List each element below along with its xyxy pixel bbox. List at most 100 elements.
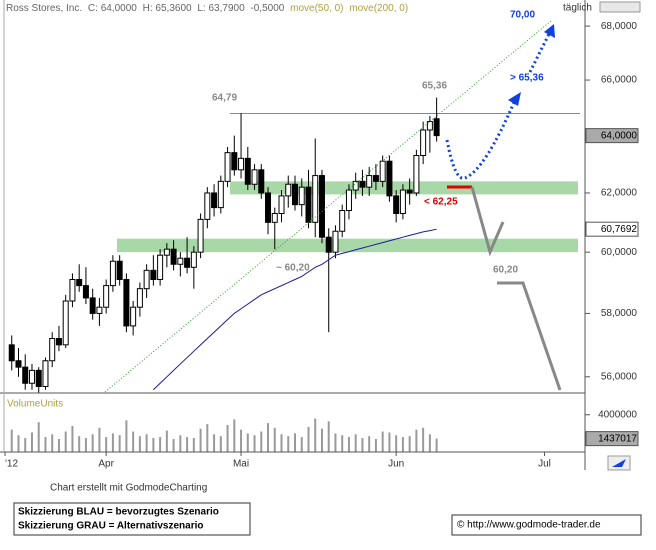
y-tick-label: 56,0000 (601, 371, 638, 382)
candle-body (82, 285, 89, 299)
candle-body (170, 248, 177, 265)
header-value: C: 64,0000 (88, 3, 137, 14)
candle-body (379, 160, 386, 182)
scroll-box (599, 1, 641, 13)
header-value: -0,5000 (250, 3, 284, 14)
candle-body (211, 192, 218, 209)
candle-body (76, 278, 83, 287)
period: täglich (563, 3, 592, 14)
volume-tick-label: 4000000 (598, 409, 637, 420)
candle-body (372, 175, 379, 182)
chart-header: Ross Stores, Inc. C: 64,0000 H: 65,3600 … (6, 3, 408, 14)
x-tick-label: Apr (98, 459, 114, 470)
value-box-label: 60,7692 (601, 224, 638, 235)
x-tick-label: Mai (233, 459, 249, 470)
y-tick-label: 68,0000 (601, 21, 638, 32)
y-tick-label: 60,0000 (601, 247, 638, 258)
scenario-gray (497, 281, 562, 391)
candle-body (359, 180, 366, 188)
candle-body (69, 278, 76, 302)
candle-body (325, 236, 332, 253)
candle-body (332, 230, 339, 253)
legend-box (13, 502, 251, 536)
candle-body (399, 189, 406, 214)
candle-body (265, 192, 272, 223)
candle-body (393, 195, 400, 214)
volume-label: VolumeUnits (7, 399, 63, 410)
candle-body (109, 260, 116, 287)
legend-text: Skizzierung BLAU = bevorzugtes Szenario (18, 507, 219, 518)
candle-body (224, 152, 231, 182)
candle-body (157, 254, 164, 280)
candle-body (292, 183, 298, 206)
candle-body (413, 154, 420, 194)
candle-body (312, 175, 319, 223)
arrow-head (508, 92, 521, 106)
y-tick-label: 62,0000 (601, 188, 638, 199)
candle-body (278, 195, 285, 214)
scenario-gray (470, 186, 505, 257)
candle-body (386, 160, 393, 197)
toolbar-icon-glyph (612, 459, 626, 467)
candle-body (28, 369, 35, 384)
candle-body (298, 186, 305, 206)
candle-body (345, 189, 352, 212)
candle-body (352, 180, 359, 191)
annotation: 64,79 (212, 93, 237, 104)
y-tick-label: 58,0000 (601, 308, 638, 319)
annotation: 65,36 (422, 81, 447, 92)
candle-body (204, 192, 211, 220)
candle-body (123, 278, 130, 327)
volume-box (585, 431, 639, 447)
annotation: 70,00 (510, 10, 535, 21)
chart-title: Ross Stores, Inc. (6, 3, 82, 14)
arrow-head (544, 24, 555, 38)
value-box-label: 64,0000 (601, 130, 638, 141)
header-value: L: 63,7900 (197, 3, 245, 14)
candle-body (96, 306, 103, 314)
candle-body (89, 297, 96, 314)
candle-body (318, 175, 325, 238)
candle-body (49, 338, 56, 362)
candle-body (163, 248, 170, 256)
candle-body (339, 210, 346, 232)
support-zone (117, 238, 578, 253)
annotation: < 62,25 (424, 197, 458, 208)
legend-text: Skizzierung GRAU = Alternativszenario (18, 521, 204, 532)
annotation: > 65,36 (510, 73, 544, 84)
candle-body (285, 183, 292, 197)
indicator-name: move(50, 0) (290, 3, 343, 14)
candle-body (433, 118, 440, 137)
header-value: H: 65,3600 (143, 3, 192, 14)
annotation: ~ 60,20 (276, 263, 310, 274)
volume-box-label: 1437017 (598, 433, 637, 444)
candle-body (55, 338, 62, 346)
trend-line (104, 19, 553, 393)
y-tick-label: 66,0000 (601, 75, 638, 86)
candle-body (238, 157, 245, 171)
candle-body (22, 366, 29, 384)
candle-body (258, 169, 265, 194)
candle-body (15, 360, 22, 368)
candle-body (62, 300, 69, 346)
candle-body (190, 251, 197, 268)
scenario-blue (445, 99, 517, 180)
candle-body (116, 260, 123, 280)
candle-body (251, 169, 258, 185)
candle-body (136, 288, 143, 308)
candle-body (177, 257, 184, 265)
candle-body (406, 189, 413, 194)
candle-body (366, 175, 373, 188)
candle-body (35, 369, 42, 388)
candle-body (143, 269, 150, 290)
candle-body (426, 121, 433, 131)
value-box (585, 221, 639, 237)
x-tick-label: Jul (538, 459, 551, 470)
x-tick-label: Jun (388, 459, 404, 470)
candle-body (420, 129, 427, 156)
candle-body (271, 212, 278, 223)
candle-body (8, 344, 15, 362)
